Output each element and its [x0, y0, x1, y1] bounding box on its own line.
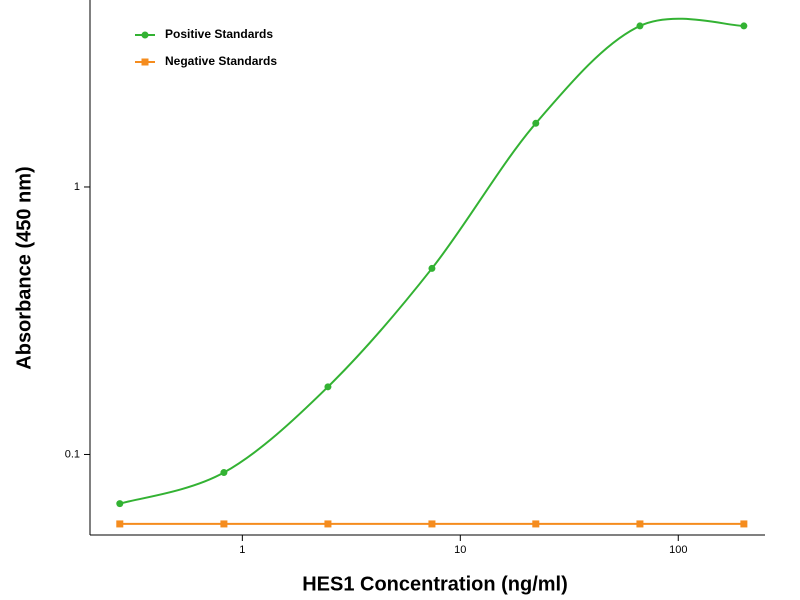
- legend-marker: [141, 31, 149, 39]
- marker: [324, 520, 332, 528]
- x-tick-label: 1: [239, 544, 245, 556]
- y-tick-label: 0.1: [65, 448, 80, 460]
- marker: [116, 520, 124, 528]
- marker: [532, 119, 540, 127]
- marker: [220, 520, 228, 528]
- legend-label: Negative Standards: [165, 54, 277, 68]
- marker: [636, 22, 644, 30]
- marker: [220, 469, 228, 477]
- x-tick-label: 100: [669, 544, 687, 556]
- series-line: [119, 17, 744, 505]
- marker: [324, 383, 332, 391]
- x-axis-title: HES1 Concentration (ng/ml): [302, 573, 568, 595]
- legend-label: Positive Standards: [165, 27, 273, 41]
- marker: [740, 520, 748, 528]
- y-axis-title: Absorbance (450 nm): [13, 166, 35, 369]
- x-tick-label: 10: [454, 544, 466, 556]
- marker: [428, 520, 436, 528]
- legend-marker: [141, 58, 149, 66]
- marker: [428, 264, 436, 272]
- marker: [532, 520, 540, 528]
- marker: [116, 500, 124, 508]
- marker: [636, 520, 644, 528]
- y-tick-label: 1: [74, 181, 80, 193]
- marker: [740, 22, 748, 30]
